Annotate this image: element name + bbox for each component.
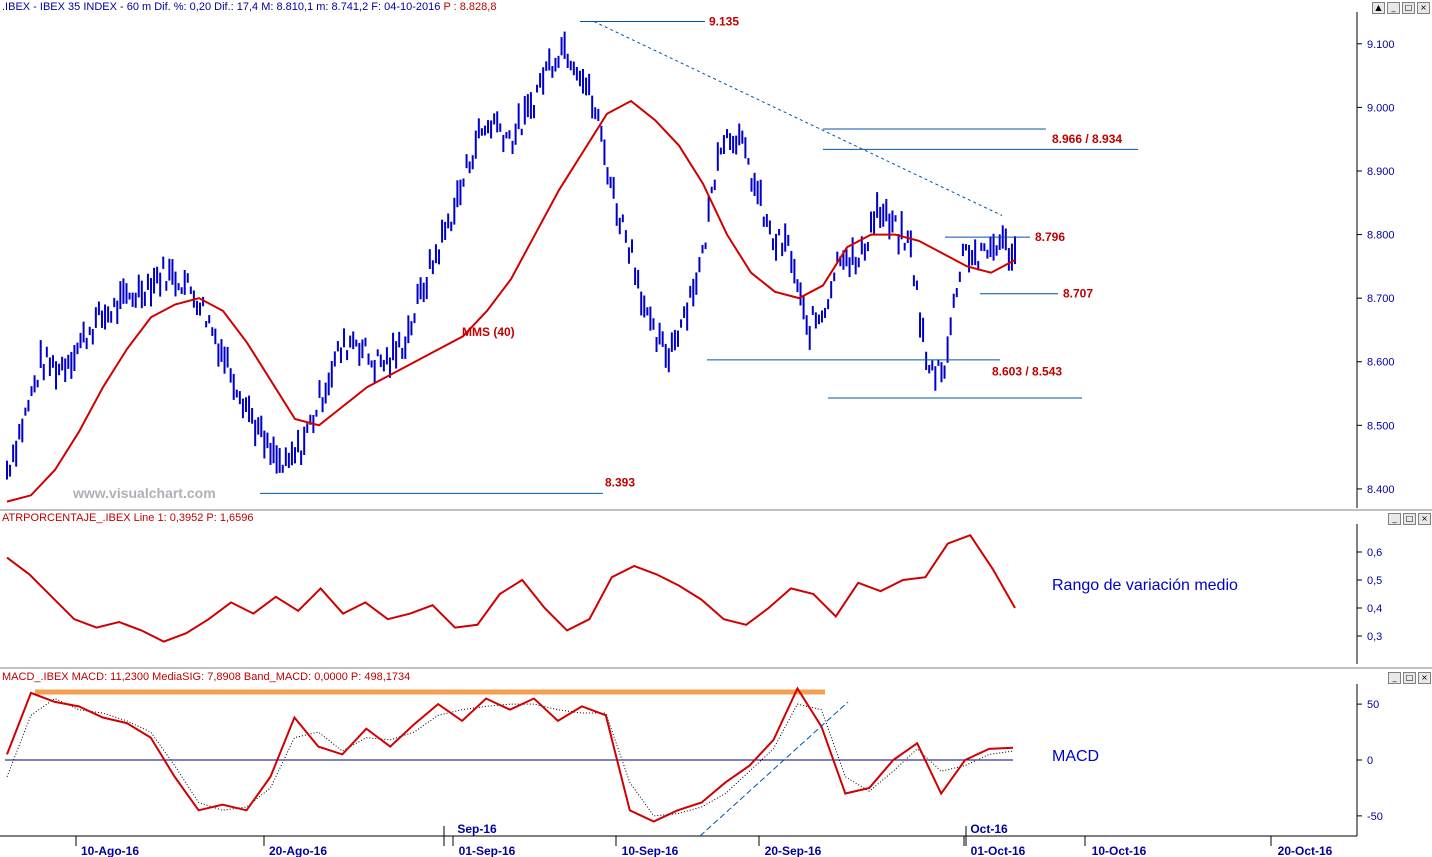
atr-y-tick-label: 0,6 <box>1367 547 1382 559</box>
level-label: 8.966 / 8.934 <box>1052 132 1122 146</box>
macd-pane-title: MACD_.IBEX MACD: 11,2300 MediaSIG: 7,890… <box>2 671 411 683</box>
macd-y-tick-label: 0 <box>1367 755 1373 767</box>
price-y-tick-label: 8.700 <box>1367 293 1395 305</box>
price-y-tick-label: 8.400 <box>1367 484 1395 496</box>
price-y-tick-label: 8.800 <box>1367 230 1395 242</box>
price-y-tick-label: 9.100 <box>1367 39 1395 51</box>
level-label: 9.135 <box>709 15 739 29</box>
x-month-label: Oct-16 <box>970 822 1008 836</box>
x-tick-label: 01-Oct-16 <box>971 844 1026 857</box>
x-tick-label: 20-Sep-16 <box>765 844 822 857</box>
atr-close-button[interactable]: × <box>1418 513 1431 525</box>
level-label: 8.796 <box>1035 230 1065 244</box>
macd-signal-line <box>6 697 1014 817</box>
x-tick-label: 20-Oct-16 <box>1278 844 1333 857</box>
macd-minimize-button[interactable]: _ <box>1388 672 1401 684</box>
x-tick-label: 10-Oct-16 <box>1092 844 1147 857</box>
macd-maximize-button[interactable]: □ <box>1403 672 1416 684</box>
x-tick-label: 20-Ago-16 <box>269 844 327 857</box>
level-label: 8.707 <box>1063 287 1093 301</box>
x-tick-label: 10-Sep-16 <box>622 844 679 857</box>
macd-line <box>6 686 1014 823</box>
maximize-button[interactable]: □ <box>1402 2 1415 14</box>
level-label: 8.603 / 8.543 <box>992 364 1062 378</box>
price-y-tick-label: 8.900 <box>1367 166 1395 178</box>
x-tick-label: 10-Ago-16 <box>81 844 139 857</box>
atr-y-tick-label: 0,4 <box>1367 603 1382 615</box>
x-month-label: Sep-16 <box>457 822 497 836</box>
atr-line <box>6 533 1016 643</box>
atr-pane-title: ATRPORCENTAJE_.IBEX Line 1: 0,3952 P: 1,… <box>2 512 254 524</box>
price-pane-last-price: P : 8.828,8 <box>443 1 497 13</box>
price-bars <box>6 31 1016 480</box>
atr-annotation: Rango de variación medio <box>1052 577 1238 594</box>
atr-y-tick-label: 0,5 <box>1367 575 1382 587</box>
macd-annotation: MACD <box>1052 748 1099 765</box>
x-tick-label: 01-Sep-16 <box>459 844 516 857</box>
atr-pane-window-buttons: _ □ × <box>1388 513 1431 525</box>
level-label: 8.393 <box>605 476 635 490</box>
close-button[interactable]: × <box>1417 2 1430 14</box>
atr-maximize-button[interactable]: □ <box>1403 513 1416 525</box>
macd-close-button[interactable]: × <box>1418 672 1431 684</box>
atr-y-tick-label: 0,3 <box>1367 631 1382 643</box>
moving-average-line <box>6 99 1016 503</box>
price-y-tick-label: 8.600 <box>1367 357 1395 369</box>
trendline <box>593 21 1003 216</box>
price-y-tick-label: 8.500 <box>1367 420 1395 432</box>
macd-pane-window-buttons: _ □ × <box>1388 672 1431 684</box>
scroll-up-button[interactable]: ▲ <box>1372 2 1385 14</box>
price-pane-title: .IBEX - IBEX 35 INDEX - 60 m Dif. %: 0,2… <box>2 1 496 13</box>
macd-trendline <box>699 701 849 837</box>
moving-average-label: MMS (40) <box>462 325 515 339</box>
atr-minimize-button[interactable]: _ <box>1388 513 1401 525</box>
minimize-button[interactable]: _ <box>1387 2 1400 14</box>
price-pane-header: .IBEX - IBEX 35 INDEX - 60 m Dif. %: 0,2… <box>2 1 441 13</box>
price-y-tick-label: 9.000 <box>1367 102 1395 114</box>
watermark: www.visualchart.com <box>72 485 216 501</box>
macd-y-tick-label: 50 <box>1367 699 1379 711</box>
macd-y-tick-label: -50 <box>1367 811 1383 823</box>
price-pane-window-buttons: ▲ _ □ × <box>1372 2 1430 14</box>
